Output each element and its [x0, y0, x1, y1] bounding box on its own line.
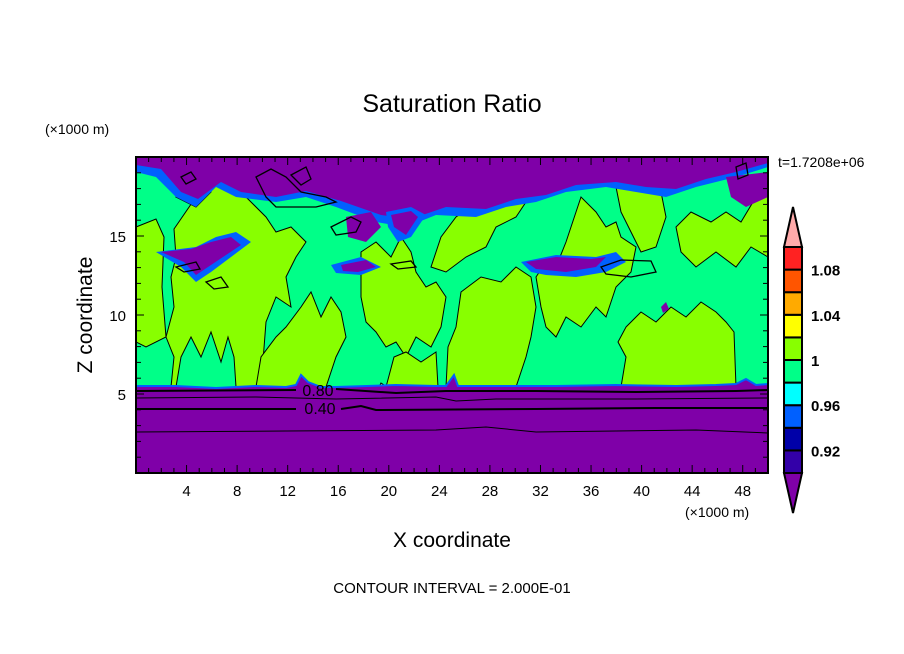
contour-region: [726, 172, 768, 207]
y-tick-label: 5: [118, 387, 126, 404]
contour-line: [330, 216, 362, 236]
contour-line-040: [136, 404, 768, 412]
plot-area: 0.80 0.40: [135, 156, 769, 474]
x-units-label: (×1000 m): [685, 504, 749, 520]
contour-label-040: 0.40: [304, 401, 335, 418]
y-units-label: (×1000 m): [45, 121, 109, 137]
dry-contours: [174, 162, 749, 290]
colorbar-swatch: [783, 381, 803, 407]
colorbar-tick-label: 0.92: [811, 443, 840, 460]
colorbar-swatch: [783, 426, 803, 452]
contour-line: [174, 261, 202, 273]
contour-line: [289, 166, 312, 186]
contour-line: [135, 396, 769, 402]
x-tick-label: 8: [233, 483, 241, 500]
colorbar-swatch: [783, 359, 803, 384]
colorbar-swatch: [783, 246, 803, 271]
colorbar-swatch: [783, 449, 803, 474]
colorbar-swatch: [783, 404, 803, 429]
lower-contours: [135, 388, 769, 434]
contour-region: [391, 211, 418, 235]
colorbar: 1.08 1.04 1 0.96 0.92: [782, 206, 841, 514]
contour-line: [389, 260, 418, 270]
colorbar-tick-label: 1: [811, 353, 819, 370]
contour-line: [204, 276, 230, 290]
x-tick-label: 44: [684, 483, 701, 500]
contour-region: [255, 290, 347, 388]
contour-line-080: [135, 388, 769, 395]
x-tick-label: 40: [633, 483, 650, 500]
colorbar-tick-label: 0.96: [811, 398, 840, 415]
y-tick-label: 10: [109, 308, 126, 325]
x-tick-label: 28: [482, 483, 499, 500]
x-tick-label: 48: [734, 483, 751, 500]
x-tick-label: 4: [182, 483, 190, 500]
blue-edge: [136, 372, 769, 390]
contour-region: [617, 301, 737, 388]
x-tick-label: 16: [330, 483, 347, 500]
x-axis-label: X coordinate: [393, 529, 511, 552]
x-tick-label: 32: [532, 483, 549, 500]
x-tick-label: 36: [583, 483, 600, 500]
y-axis-label: Z coordinate: [74, 257, 97, 374]
contour-region: [526, 257, 606, 272]
contour-region: [445, 266, 537, 388]
contour-line: [599, 259, 657, 278]
contour-label-080: 0.80: [302, 383, 333, 400]
x-tick-label: 12: [279, 483, 296, 500]
x-tick-label: 20: [380, 483, 397, 500]
contour-line: [180, 171, 197, 185]
colorbar-over-triangle: [782, 206, 804, 248]
chart-title: Saturation Ratio: [362, 90, 541, 118]
dry-regions: [136, 157, 768, 313]
axis-ticks: [136, 157, 768, 473]
colorbar-swatch: [783, 336, 803, 361]
x-tick-label: 24: [431, 483, 448, 500]
contour-region: [661, 302, 669, 313]
colorbar-tick-label: 1.08: [811, 263, 840, 280]
y-tick-label: 15: [109, 229, 126, 246]
colorbar-under-triangle: [782, 472, 804, 514]
contour-region: [341, 260, 376, 272]
contour-interval-label: CONTOUR INTERVAL = 2.000E-01: [333, 580, 570, 597]
colorbar-tick-label: 1.04: [811, 308, 841, 325]
contour-region: [385, 351, 439, 388]
contour-line: [255, 168, 338, 208]
contour-region: [161, 237, 241, 275]
colorbar-swatch: [783, 268, 803, 294]
time-label: t=1.7208e+06: [778, 154, 865, 170]
colorbar-swatch: [783, 313, 803, 339]
colorbar-swatch: [783, 291, 803, 316]
contour-line: [135, 426, 769, 434]
contour-region: [136, 157, 768, 219]
